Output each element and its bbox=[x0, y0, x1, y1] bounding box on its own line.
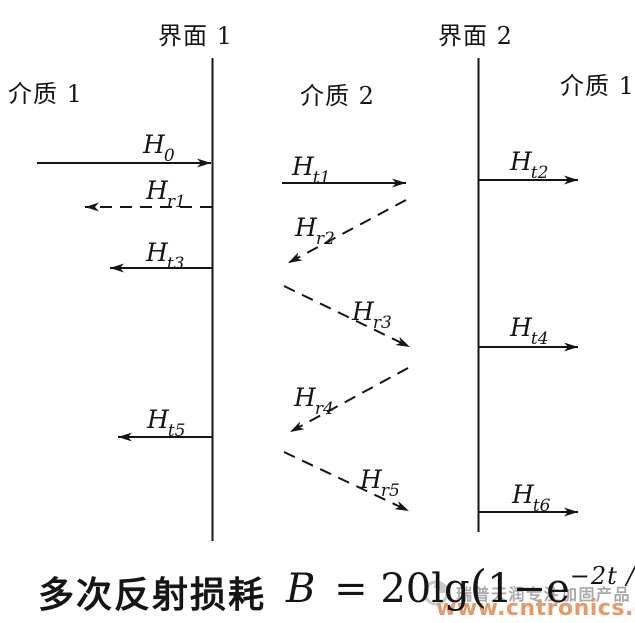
watermark-slogan: 瑞普天润专注加固产品 bbox=[456, 585, 632, 604]
wave-label-ht5: Ht5 bbox=[147, 405, 186, 441]
medium-middle-label: 介质 2 bbox=[300, 82, 375, 110]
wave-label-hr1: Hr1 bbox=[146, 176, 186, 212]
arrow-hr5 bbox=[283, 451, 410, 512]
arrow-hr2 bbox=[287, 199, 407, 264]
arrow-hr3 bbox=[283, 285, 411, 348]
formula-base: 1−e bbox=[487, 566, 570, 612]
formula-caption: 多次反射损耗 bbox=[38, 574, 267, 616]
wave-label-ht4: Ht4 bbox=[510, 313, 549, 349]
wave-label-ht6: Ht6 bbox=[512, 480, 551, 516]
medium-left-label: 介质 1 bbox=[8, 80, 83, 108]
wave-label-hr2: Hr2 bbox=[295, 213, 335, 249]
wave-label-hr5: Hr5 bbox=[360, 465, 400, 501]
arrow-hr4 bbox=[289, 367, 409, 433]
wave-label-ht2: Ht2 bbox=[510, 147, 549, 183]
wave-label-ht3: Ht3 bbox=[146, 238, 185, 274]
formula-expression: B = 20lg(1−e−2t / δ) bbox=[286, 560, 635, 613]
wave-label-h0: H0 bbox=[143, 130, 175, 166]
formula-exponent: −2t / δ bbox=[569, 562, 635, 590]
wave-label-hr3: Hr3 bbox=[352, 297, 392, 333]
interface2-label: 界面 2 bbox=[438, 22, 513, 50]
formula-variable: B bbox=[286, 566, 316, 612]
wave-label-ht1: Ht1 bbox=[292, 152, 331, 188]
interface1-label: 界面 1 bbox=[158, 22, 233, 50]
medium-right-label: 介质 1 bbox=[560, 72, 635, 100]
watermark-logo-icon bbox=[423, 580, 449, 606]
formula-open-paren: ( bbox=[469, 560, 488, 613]
wave-label-hr4: Hr4 bbox=[294, 383, 334, 419]
watermark-url: www.cntronics.com bbox=[436, 596, 635, 621]
formula-equals: = 20lg bbox=[334, 566, 470, 612]
